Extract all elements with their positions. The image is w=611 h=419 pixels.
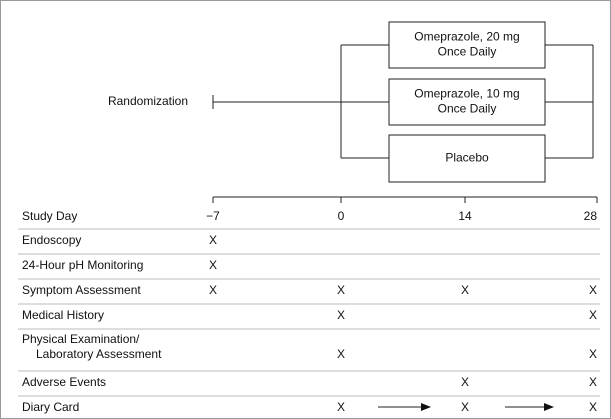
day-label: 14 xyxy=(458,209,472,223)
schedule-mark: X xyxy=(589,308,597,322)
schedule-mark: X xyxy=(461,283,469,297)
arm-label: Omeprazole, 20 mg xyxy=(414,30,519,44)
row-label: Endoscopy xyxy=(22,233,81,247)
schedule-mark: X xyxy=(337,283,345,297)
row-label: Symptom Assessment xyxy=(22,283,141,297)
arm-box xyxy=(388,21,546,69)
arm-label: Omeprazole, 10 mg xyxy=(414,87,519,101)
row-label: Laboratory Assessment xyxy=(36,347,162,361)
arm-label: Once Daily xyxy=(438,45,497,59)
row-label: Adverse Events xyxy=(22,375,106,389)
randomization-label: Randomization xyxy=(108,94,188,108)
schedule-mark: X xyxy=(209,258,217,272)
schedule-mark: X xyxy=(209,233,217,247)
schedule-mark: X xyxy=(209,283,217,297)
row-label: 24-Hour pH Monitoring xyxy=(22,258,143,272)
arm-box xyxy=(388,78,546,126)
day-label: 0 xyxy=(338,209,345,223)
schedule-mark: X xyxy=(589,375,597,389)
schedule-mark: X xyxy=(461,400,469,414)
schedule-mark: X xyxy=(589,283,597,297)
arm-label: Placebo xyxy=(445,151,489,165)
arm-box xyxy=(388,134,546,183)
schedule-mark: X xyxy=(337,400,345,414)
randomization-bracket xyxy=(212,44,594,159)
day-label: 28 xyxy=(584,209,598,223)
header-label: Study Day xyxy=(22,209,77,223)
arm-label: Once Daily xyxy=(438,102,497,116)
schedule-mark: X xyxy=(589,400,597,414)
row-label: Diary Card xyxy=(22,400,79,414)
schedule-mark: X xyxy=(337,308,345,322)
schedule-mark: X xyxy=(337,347,345,361)
schedule-mark: X xyxy=(461,375,469,389)
row-label: Physical Examination/ xyxy=(22,332,140,346)
schedule-mark: X xyxy=(589,347,597,361)
day-label: −7 xyxy=(206,209,220,223)
row-label: Medical History xyxy=(22,308,104,322)
